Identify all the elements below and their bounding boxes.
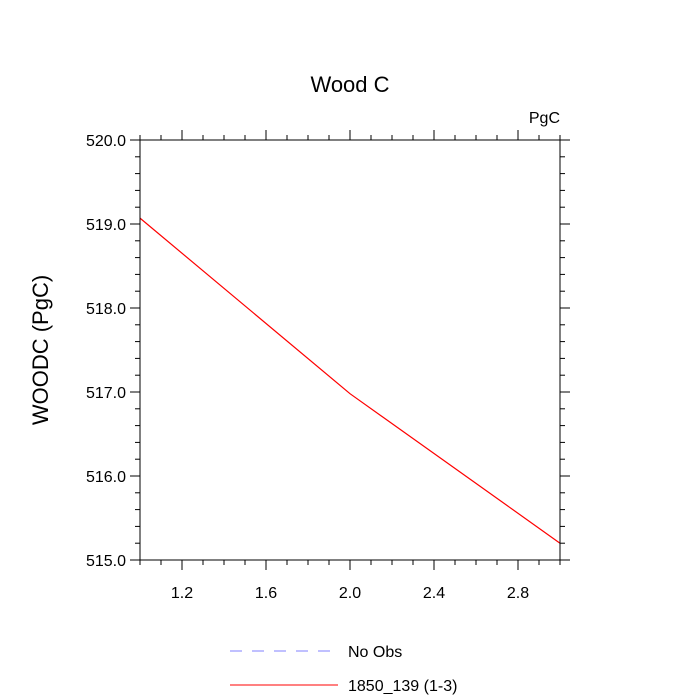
x-tick-label: 2.0 bbox=[339, 585, 361, 602]
chart-title: Wood C bbox=[310, 72, 389, 97]
units-label: PgC bbox=[529, 110, 560, 127]
y-tick-label: 520.0 bbox=[86, 133, 126, 150]
series-line bbox=[139, 217, 561, 544]
y-tick-label: 518.0 bbox=[86, 301, 126, 318]
y-tick-label: 519.0 bbox=[86, 217, 126, 234]
legend-label: 1850_139 (1-3) bbox=[348, 678, 457, 695]
legend-label: No Obs bbox=[348, 644, 402, 661]
x-tick-label: 2.4 bbox=[423, 585, 445, 602]
x-tick-label: 1.2 bbox=[171, 585, 193, 602]
y-axis-label: WOODC (PgC) bbox=[28, 275, 53, 425]
x-tick-label: 1.6 bbox=[255, 585, 277, 602]
legend: No Obs 1850_139 (1-3) bbox=[230, 644, 457, 695]
plot-lines bbox=[139, 217, 561, 544]
x-tick-labels: 1.2 1.6 2.0 2.4 2.8 bbox=[171, 585, 529, 602]
x-tick-label: 2.8 bbox=[507, 585, 529, 602]
y-tick-label: 515.0 bbox=[86, 553, 126, 570]
plot-frame bbox=[139, 139, 561, 561]
y-tick-labels: 515.0 516.0 517.0 518.0 519.0 520.0 bbox=[86, 133, 126, 570]
y-tick-label: 517.0 bbox=[86, 385, 126, 402]
tick-marks bbox=[130, 130, 570, 570]
y-tick-label: 516.0 bbox=[86, 469, 126, 486]
